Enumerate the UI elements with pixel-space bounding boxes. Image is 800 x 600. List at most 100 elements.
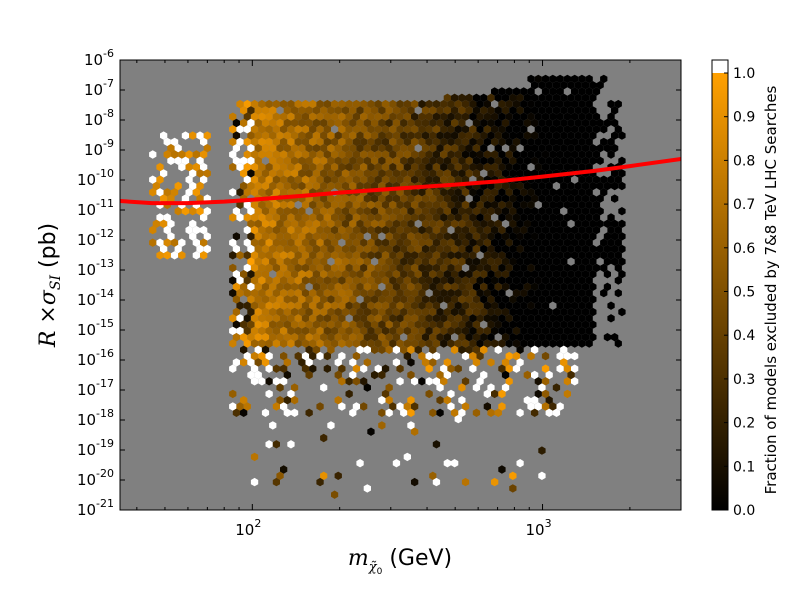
hexbin-cell <box>549 200 557 210</box>
hexbin-cell <box>556 150 564 159</box>
hexbin-cell <box>294 301 302 310</box>
hexbin-cell <box>516 345 524 354</box>
hexbin-cell <box>265 389 273 399</box>
hexbin-cell <box>352 200 361 210</box>
hexbin-cell <box>283 396 291 405</box>
hexbin-cell <box>454 99 462 109</box>
hexbin-cell <box>174 244 182 254</box>
hexbin-cell <box>494 257 502 266</box>
hexbin-cell <box>345 288 353 298</box>
hexbin-cell <box>418 188 426 197</box>
hexbin-cell <box>487 295 495 304</box>
hexbin-cell <box>418 225 426 235</box>
hexbin-cell <box>552 93 561 102</box>
hexbin-cell <box>571 125 579 134</box>
hexbin-cell <box>345 301 353 310</box>
hexbin-cell <box>378 169 386 178</box>
hexbin-cell <box>265 137 273 147</box>
hexbin-cell <box>196 207 204 216</box>
hexbin-cell <box>585 326 593 336</box>
hexbin-cell <box>265 251 273 260</box>
hexbin-cell <box>443 320 451 329</box>
hexbin-cell <box>501 270 510 279</box>
hexbin-cell <box>367 162 375 172</box>
hexbin-cell <box>258 137 266 147</box>
hexbin-cell <box>429 169 437 178</box>
hexbin-cell <box>352 339 361 348</box>
hexbin-cell <box>298 207 306 216</box>
hexbin-cell <box>305 270 313 279</box>
hexbin-cell <box>483 288 491 298</box>
hexbin-cell <box>549 74 557 84</box>
hexbin-cell <box>447 188 455 197</box>
hexbin-cell <box>465 295 473 304</box>
hexbin-cell <box>280 162 288 172</box>
hexbin-cell <box>494 295 502 304</box>
hexbin-cell <box>287 326 295 336</box>
hexbin-cell <box>174 207 182 216</box>
hexbin-cell <box>440 213 448 222</box>
hexbin-cell <box>480 106 488 115</box>
hexbin-cell <box>254 333 262 342</box>
hexbin-cell <box>345 276 353 285</box>
hexbin-cell <box>436 194 444 203</box>
hexbin-cell <box>472 219 481 228</box>
hexbin-cell <box>585 213 593 222</box>
hexbin-cell <box>247 144 255 153</box>
hexbin-cell <box>509 282 517 291</box>
hexbin-cell <box>549 263 557 273</box>
hexbin-cell <box>520 288 528 298</box>
hexbin-cell <box>232 131 240 140</box>
hexbin-cell <box>487 219 495 228</box>
hexbin-cell <box>276 270 284 279</box>
hexbin-cell <box>607 112 615 121</box>
hexbin-cell <box>305 118 313 128</box>
hexbin-cell <box>389 276 397 285</box>
hexbin-cell <box>331 137 339 147</box>
hexbin-cell <box>298 333 306 342</box>
hexbin-cell <box>363 358 371 367</box>
hexbin-cell <box>541 263 550 273</box>
hexbin-cell <box>280 339 288 348</box>
hexbin-cell <box>534 326 542 336</box>
hexbin-cell <box>447 99 455 109</box>
hexbin-cell <box>571 326 579 336</box>
hexbin-cell <box>156 238 164 247</box>
hexbin-cell <box>552 219 561 228</box>
hexbin-cell <box>320 270 328 279</box>
hexbin-cell <box>356 144 364 153</box>
hexbin-cell <box>603 257 611 266</box>
hexbin-cell <box>298 295 306 304</box>
hexbin-cell <box>585 288 593 298</box>
hexbin-cell <box>269 320 277 329</box>
hexbin-cell <box>541 251 550 260</box>
hexbin-cell <box>276 383 284 392</box>
hexbin-cell <box>509 118 517 128</box>
hexbin-cell <box>254 282 262 291</box>
hexbin-cell <box>272 251 280 260</box>
hexbin-cell <box>454 225 462 235</box>
hexbin-cell <box>461 188 470 197</box>
hexbin-cell <box>567 106 575 115</box>
hexbin-cell <box>367 276 375 285</box>
hexbin-cell <box>589 81 597 90</box>
hexbin-cell <box>491 276 499 285</box>
hexbin-cell <box>392 144 401 153</box>
hexbin-cell <box>443 232 451 241</box>
hexbin-cell <box>454 112 462 121</box>
hexbin-cell <box>334 106 342 115</box>
hexbin-cell <box>345 225 353 235</box>
hexbin-cell <box>349 358 357 367</box>
hexbin-cell <box>505 112 513 121</box>
hexbin-cell <box>487 106 495 115</box>
hexbin-cell <box>418 150 426 159</box>
hexbin-cell <box>447 402 455 411</box>
hexbin-cell <box>407 370 415 380</box>
hexbin-cell <box>440 162 448 172</box>
hexbin-cell <box>480 270 488 279</box>
hexbin-cell <box>574 181 582 191</box>
hexbin-cell <box>192 238 200 247</box>
hexbin-cell <box>527 276 535 285</box>
hexbin-cell <box>611 181 619 191</box>
hexbin-cell <box>498 112 506 121</box>
